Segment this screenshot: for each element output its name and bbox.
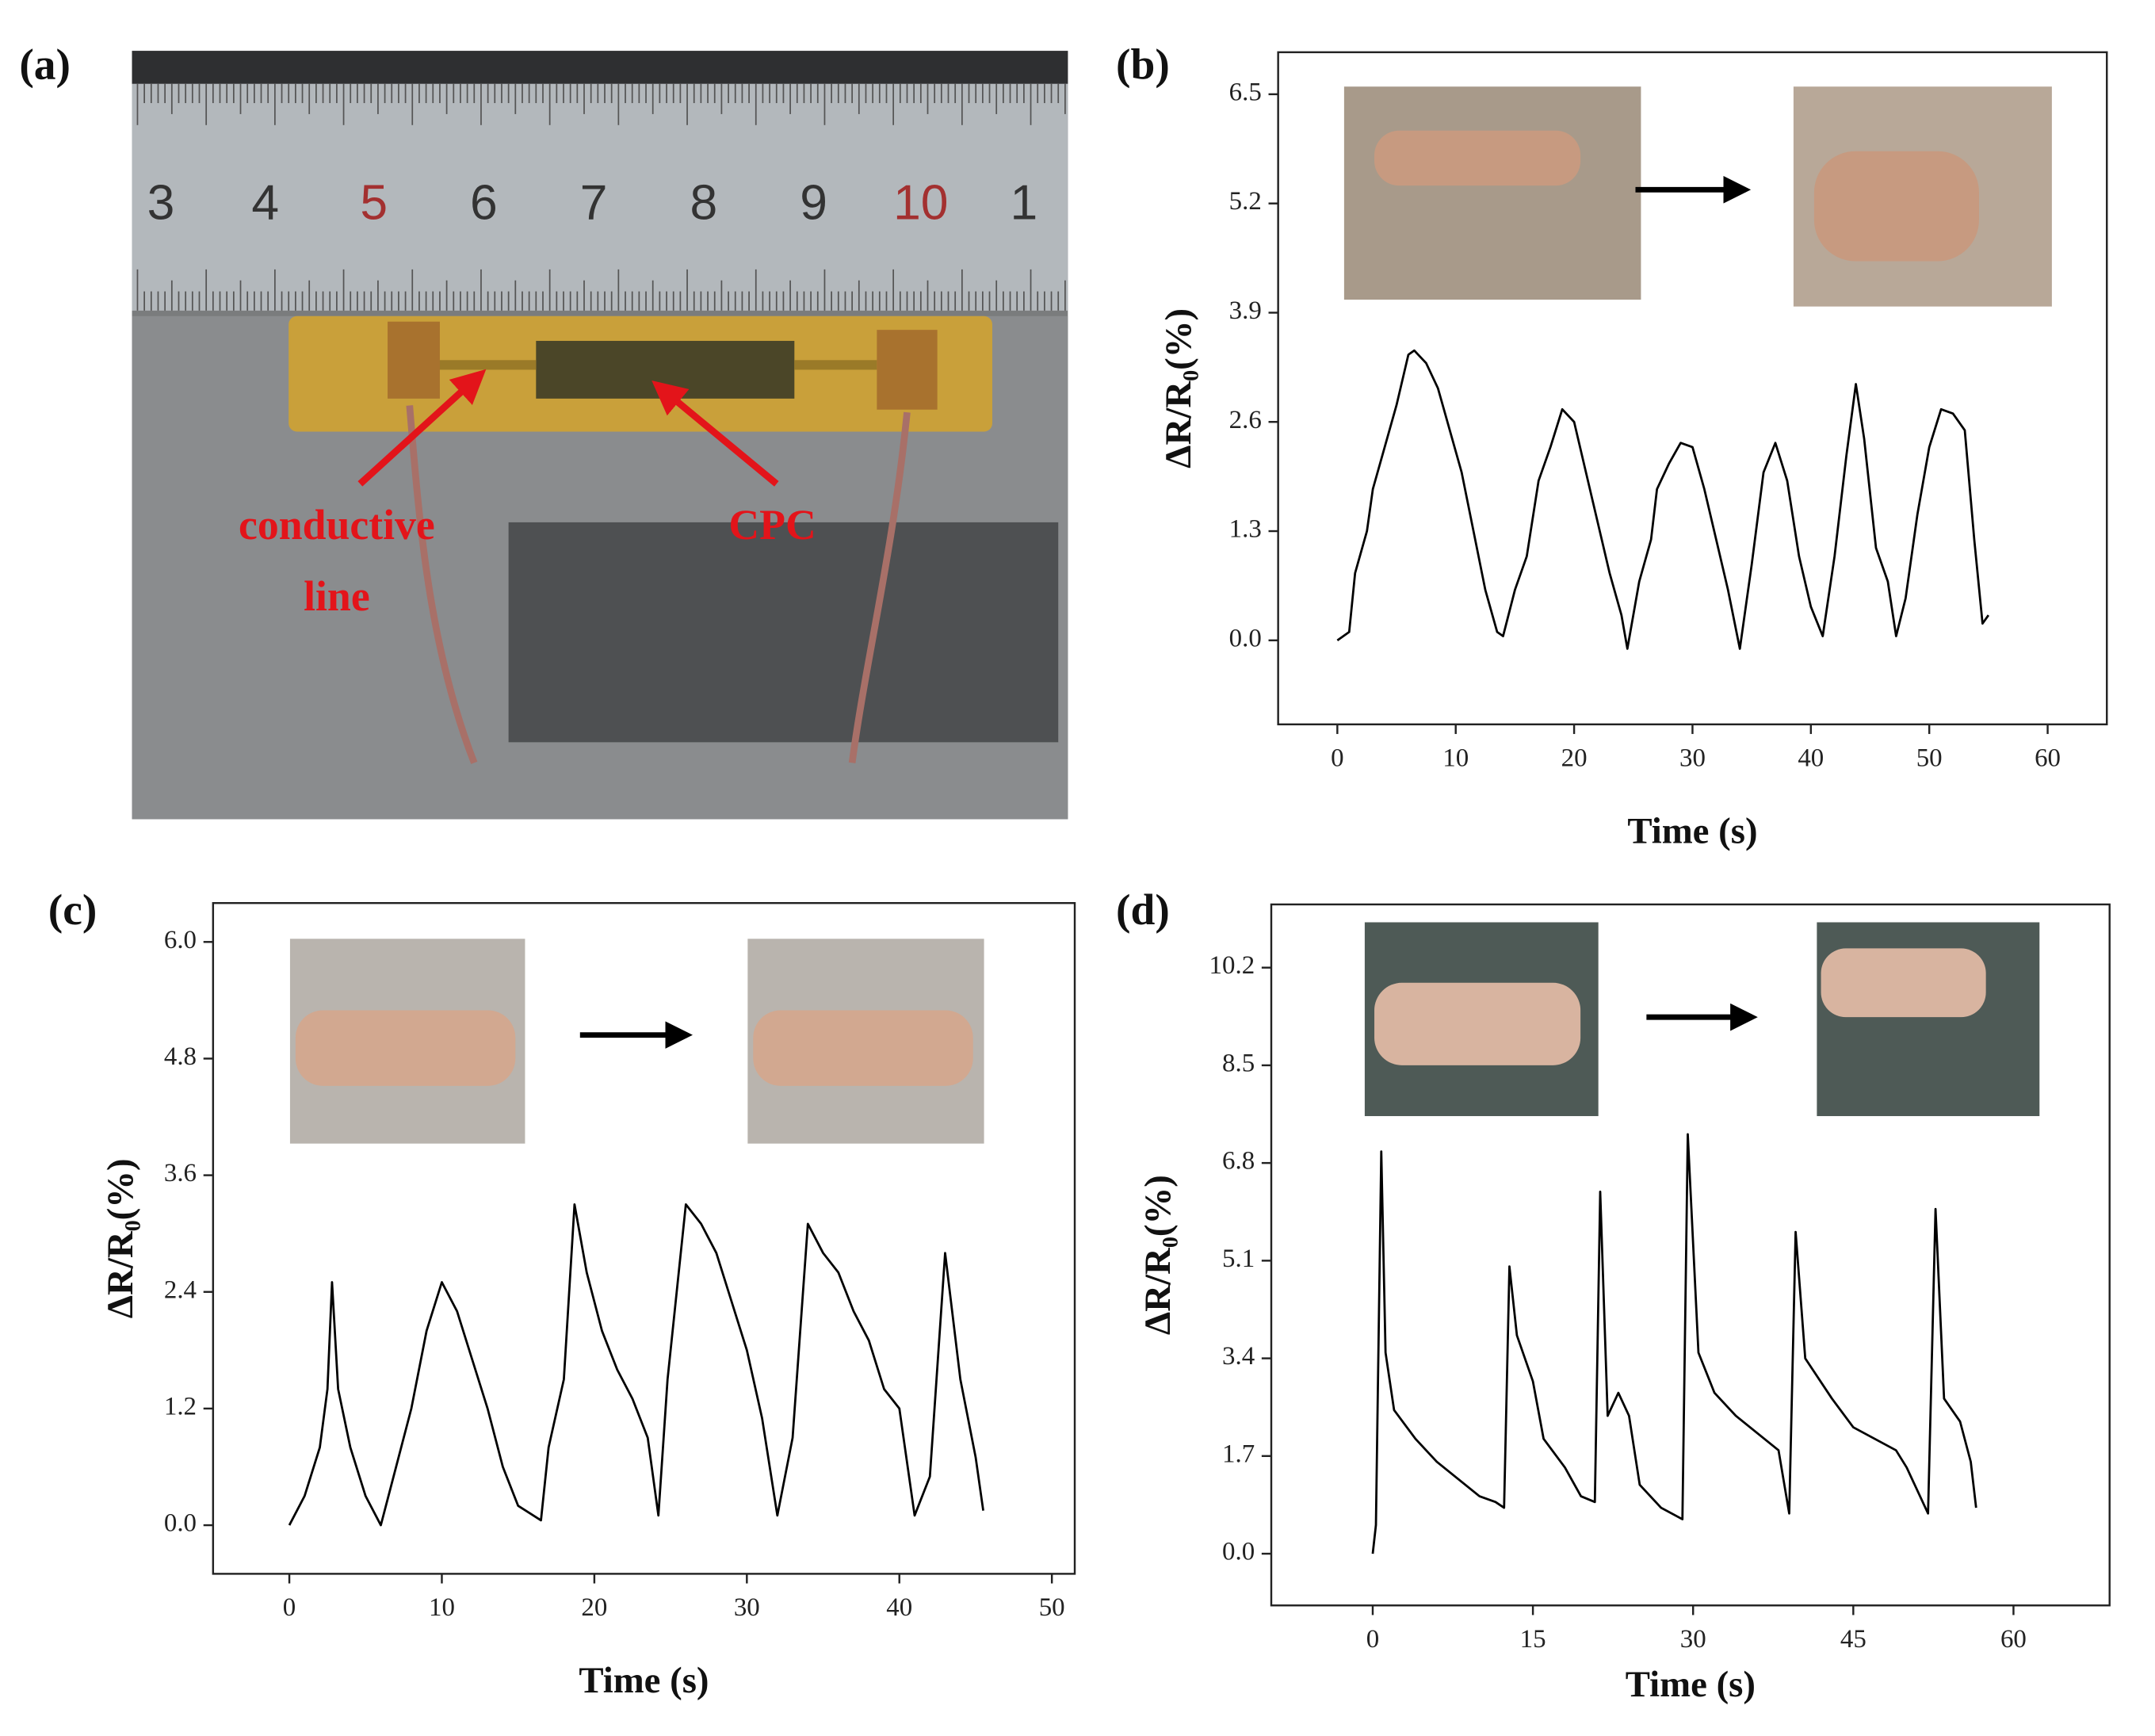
annotation: conductive [239,501,435,549]
arrow [357,369,487,487]
ruler [132,83,1068,311]
y-tick-label: 4.8 [164,1042,197,1071]
data-line [1336,349,1990,650]
plot-frame [1270,903,2111,1607]
x-tick-label: 10 [429,1593,455,1622]
x-tick-label: 0 [283,1593,296,1622]
conductive-line [794,360,877,370]
electrode [877,330,938,410]
x-tick-label: 40 [886,1593,912,1622]
y-tick-label: 3.4 [1222,1342,1255,1371]
y-tick-label: 2.6 [1229,406,1262,434]
y-tick-label: 5.1 [1222,1245,1255,1273]
x-tick-label: 10 [1442,744,1469,772]
y-tick-label: 0.0 [1229,624,1262,652]
panel-label: (b) [1116,40,1170,89]
x-tick-label: 20 [1561,744,1588,772]
wrist [295,1010,516,1086]
wire [406,405,478,764]
y-tick-label: 8.5 [1222,1049,1255,1077]
x-tick-label: 45 [1840,1625,1867,1654]
x-tick-label: 40 [1798,744,1824,772]
x-axis-label: Time (s) [1626,1664,1756,1705]
y-tick-label: 1.2 [164,1392,197,1421]
y-tick-label: 3.9 [1229,296,1262,325]
ruler-edge [132,51,1068,84]
ruler-ticks: 3 4 5 6 7 8 9 10 1 [136,83,1066,311]
y-axis-label: ΔR/R₀(%) [100,1158,141,1318]
x-tick-label: 50 [1916,744,1943,772]
panel-label: (c) [48,886,97,935]
y-tick-label: 0.0 [164,1509,197,1538]
wrist [1821,948,1986,1018]
y-tick-label: 0.0 [1222,1538,1255,1566]
y-axis-label: ΔR/R₀(%) [1158,308,1199,468]
y-tick-label: 1.3 [1229,515,1262,544]
x-tick-label: 60 [2000,1625,2027,1654]
x-tick-label: 20 [581,1593,607,1622]
ruler-number: 5 [360,175,388,231]
wrist [1374,982,1581,1065]
plot-frame [212,902,1076,1575]
wrist [753,1010,973,1086]
x-tick-label: 15 [1520,1625,1546,1654]
wire [848,411,911,763]
y-tick-label: 6.0 [164,926,197,954]
x-tick-label: 0 [1331,744,1343,772]
x-tick-label: 30 [1680,1625,1706,1654]
fist [1813,151,1979,262]
x-tick-label: 0 [1366,1625,1379,1654]
insets [289,86,2052,1144]
x-tick-label: 30 [734,1593,760,1622]
y-tick-label: 3.6 [164,1159,197,1187]
annotation: CPC [728,501,816,549]
photo-a: 3 4 5 6 7 8 9 10 1 (a) conductive line CPC [19,40,1068,820]
y-tick-label: 5.2 [1229,187,1262,216]
y-axis-label: ΔR/R₀(%) [1137,1175,1179,1335]
data-line [288,1203,984,1527]
x-tick-label: 60 [2035,744,2061,772]
photo-shadow [508,522,1059,743]
inset-photo [1343,86,1641,300]
finger [1374,130,1581,186]
y-tick-label: 6.8 [1222,1147,1255,1176]
annotation: line [304,572,370,620]
x-axis-label: Time (s) [579,1660,709,1701]
ruler-number: 8 [690,175,718,231]
y-tick-label: 10.2 [1209,951,1255,980]
ruler-number: 7 [580,175,608,231]
ruler-number: 3 [147,175,175,231]
y-tick-label: 2.4 [164,1275,197,1304]
ruler-number: 4 [251,175,279,231]
ruler-number: 6 [470,175,498,231]
conductive-line [437,360,537,370]
arrow [651,380,779,487]
y-tick-label: 6.5 [1229,78,1262,106]
electrode [388,321,440,399]
x-tick-label: 30 [1679,744,1706,772]
y-tick-label: 1.7 [1222,1440,1255,1468]
x-tick-label: 50 [1039,1593,1065,1622]
panel-label: (d) [1116,886,1170,935]
data-line [1371,1133,1977,1554]
ruler-number: 9 [800,175,827,231]
ruler-number: 10 [893,175,948,231]
x-axis-label: Time (s) [1627,810,1757,851]
ruler-number: 1 [1011,175,1038,231]
panel-label: (a) [19,40,71,89]
